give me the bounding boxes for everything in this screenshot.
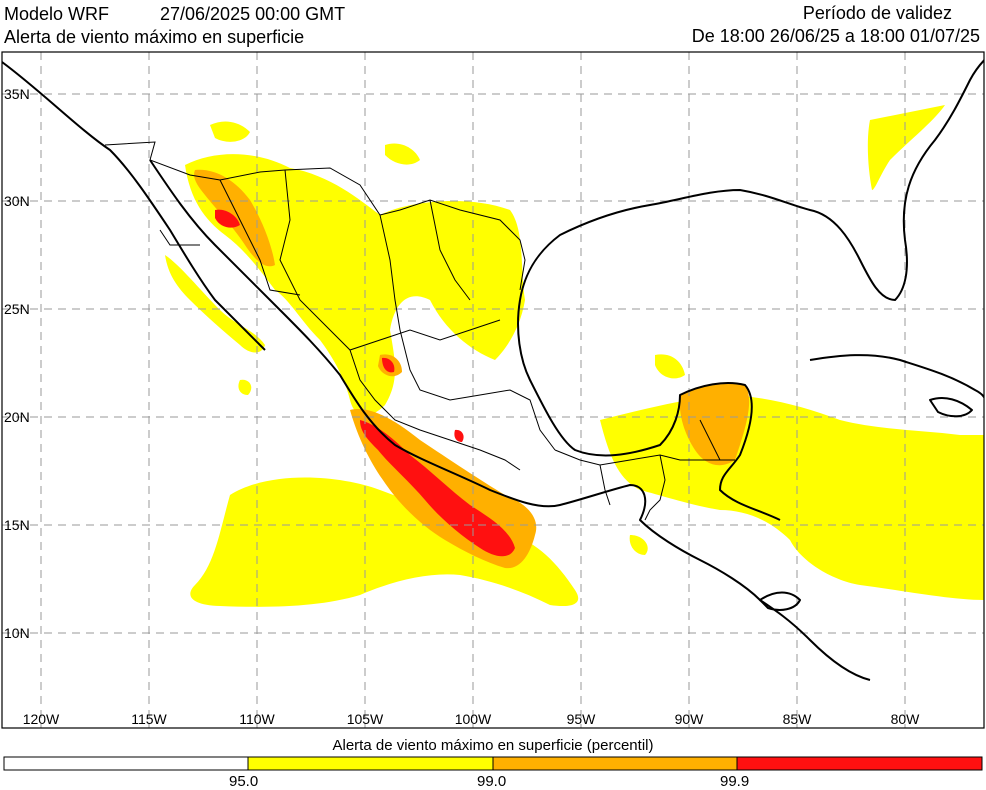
legend-swatch (3, 756, 249, 771)
coastlines (2, 58, 984, 681)
run-date: 27/06/2025 00:00 GMT (160, 4, 346, 24)
lon-tick-label: 90W (675, 711, 705, 727)
legend-title: Alerta de viento máximo en superficie (p… (332, 737, 654, 754)
lon-tick-label: 115W (131, 711, 167, 727)
map-graticule (2, 52, 984, 728)
longitude-labels: 120W 115W 110W 105W 100W 95W 90W 85W 80W (23, 711, 920, 727)
lon-tick-label: 100W (455, 711, 492, 727)
alert-area-p999 (215, 209, 515, 557)
validity-range: De 18:00 26/06/25 a 18:00 01/07/25 (691, 26, 980, 46)
legend-swatch (492, 756, 738, 771)
lat-tick-label: 25N (4, 301, 30, 317)
lat-tick-label: 15N (4, 517, 30, 533)
legend-label-p999: 99.9 (720, 773, 750, 790)
model-name: Modelo WRF (4, 4, 110, 24)
map-frame (1, 51, 985, 729)
lon-tick-label: 85W (783, 711, 813, 727)
legend-label-p99: 99.0 (477, 773, 507, 790)
legend-label-p95: 95.0 (229, 773, 259, 790)
lon-tick-label: 80W (891, 711, 921, 727)
legend-swatch (247, 756, 494, 771)
lon-tick-label: 110W (239, 711, 275, 727)
legend-colorbar (3, 756, 983, 771)
validity-title: Período de validez (802, 3, 952, 23)
map-subtitle: Alerta de viento máximo en superficie (4, 27, 305, 47)
lon-tick-label: 105W (347, 711, 384, 727)
latitude-labels: 35N 30N 25N 20N 15N 10N (4, 86, 30, 641)
lat-tick-label: 10N (4, 625, 30, 641)
lon-tick-label: 120W (23, 711, 60, 727)
political-borders (104, 141, 735, 521)
lat-tick-label: 30N (4, 193, 30, 209)
legend-swatch (736, 756, 983, 771)
lon-tick-label: 95W (567, 711, 597, 727)
lat-tick-label: 20N (4, 409, 30, 425)
lat-tick-label: 35N (4, 86, 30, 102)
